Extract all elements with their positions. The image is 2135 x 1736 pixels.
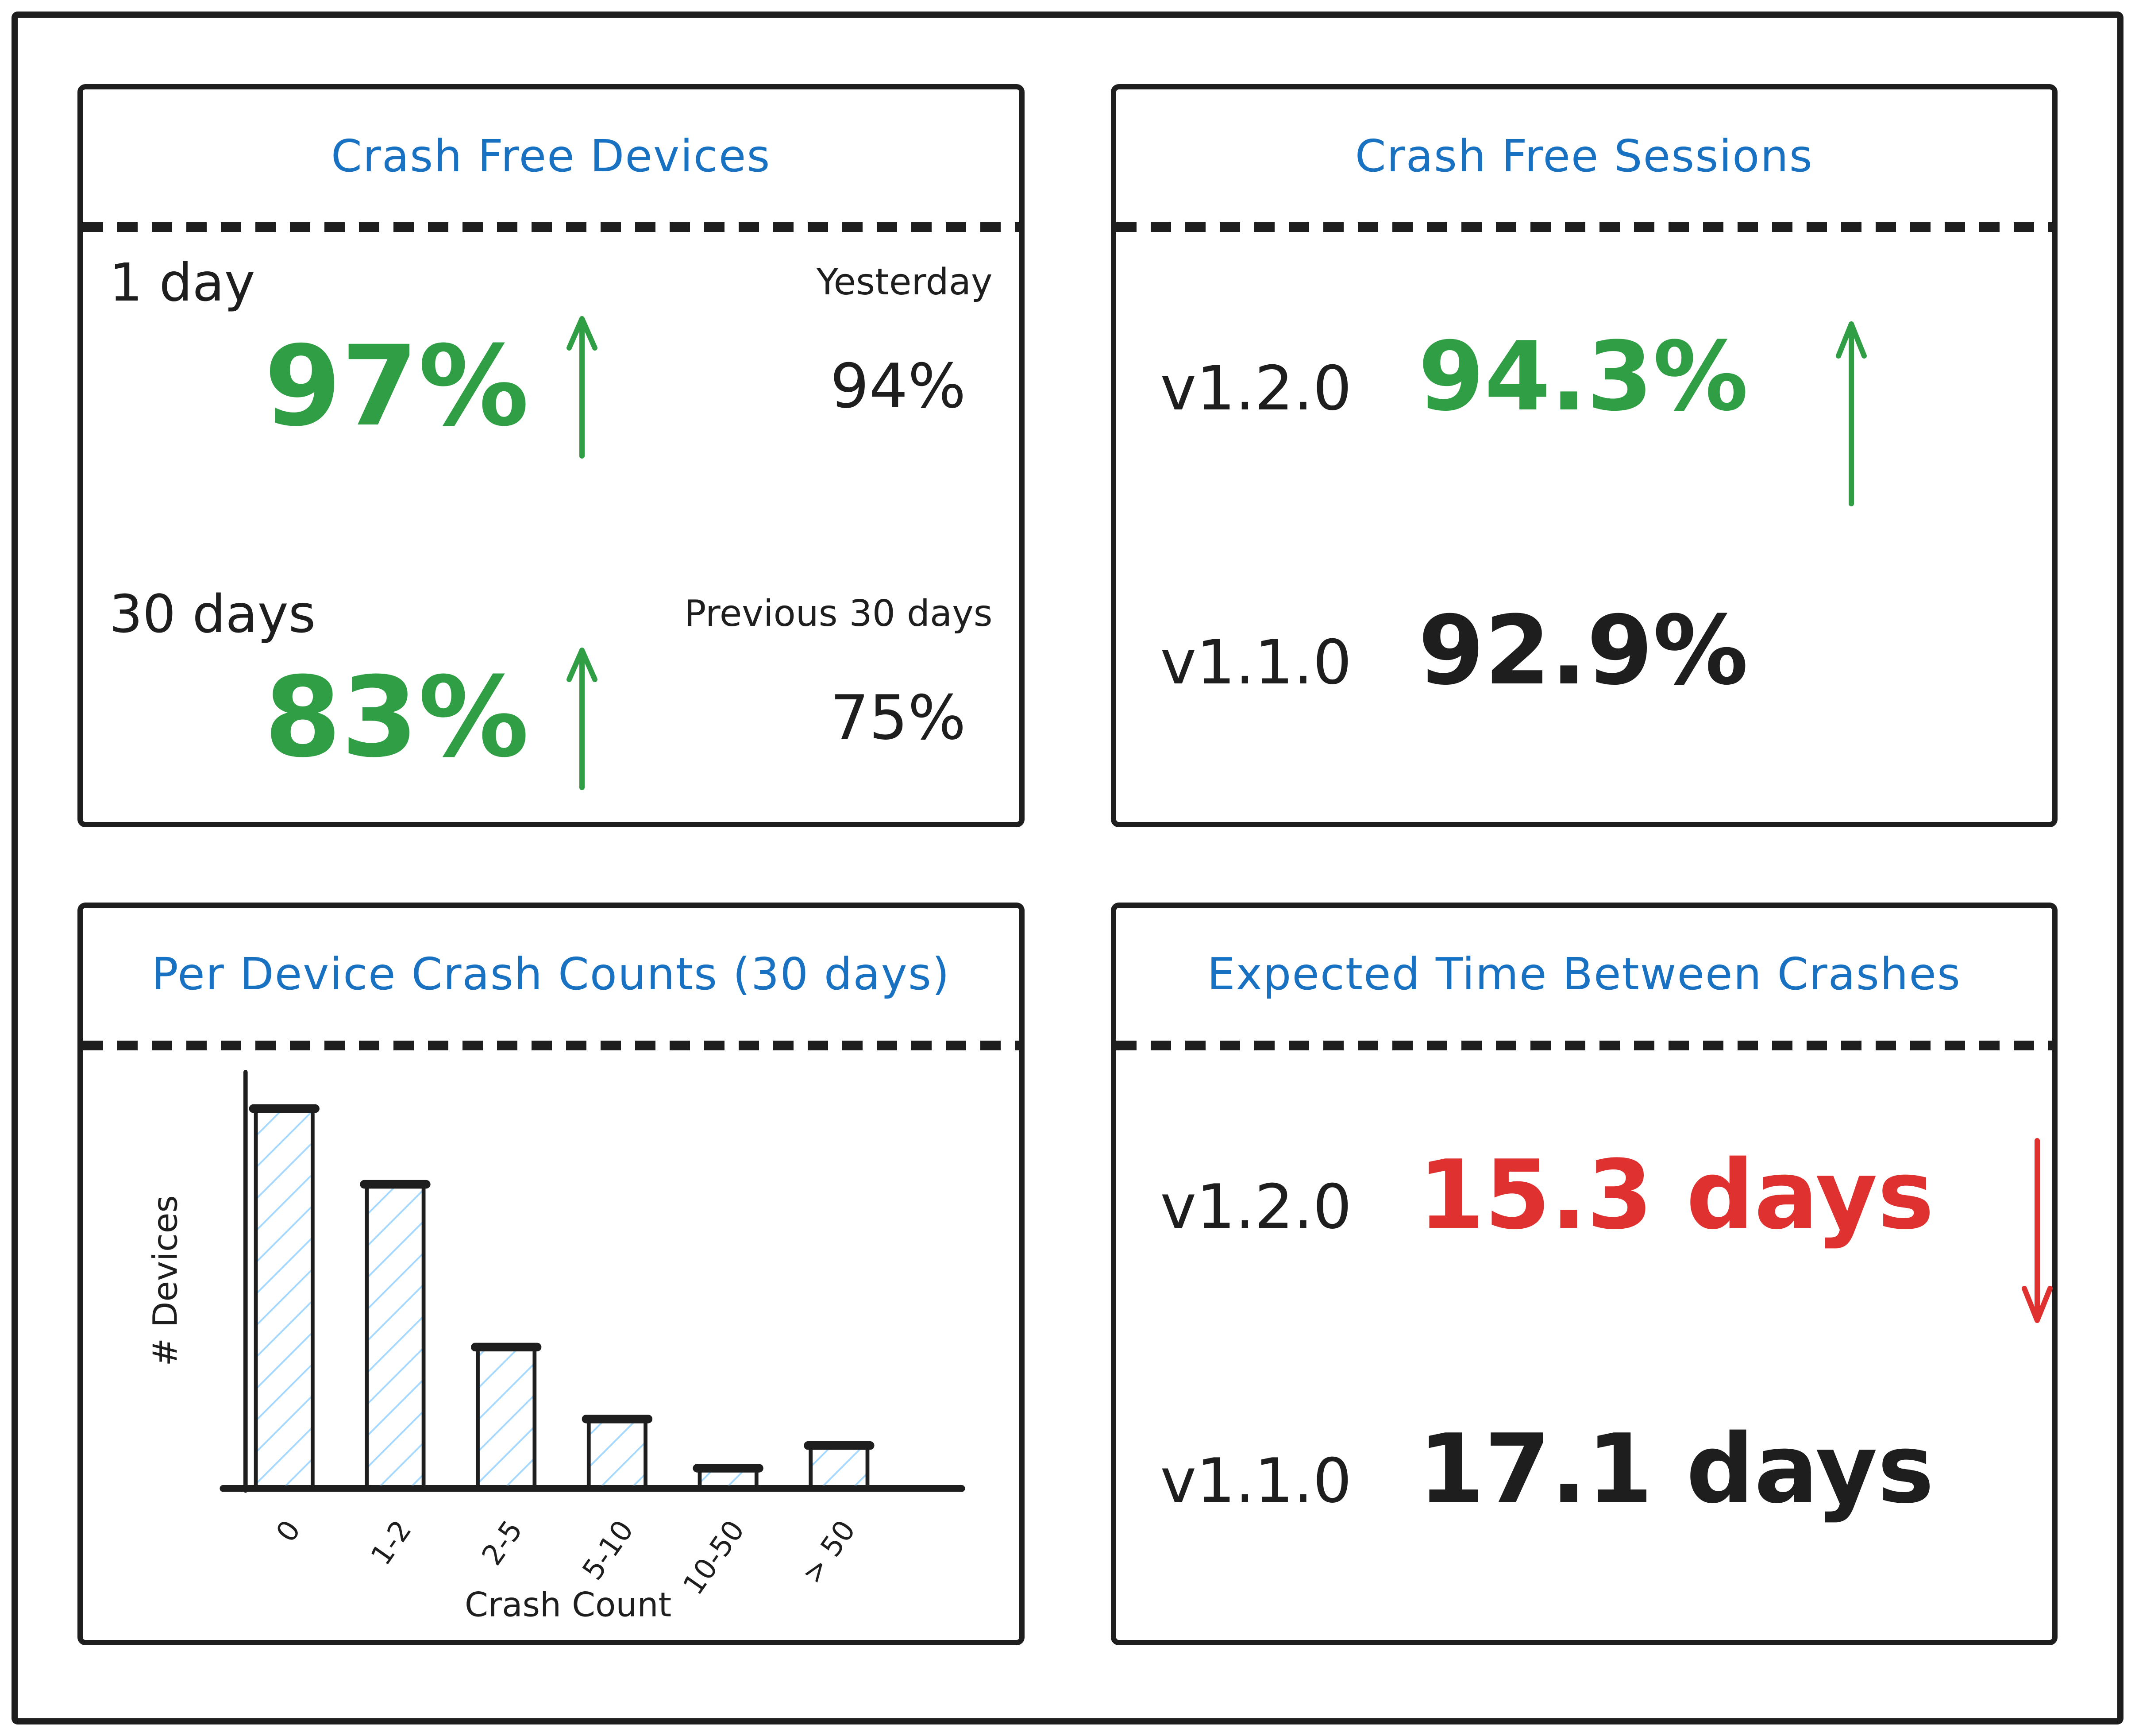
panel-title: Crash Free Sessions (1355, 130, 1813, 182)
y-axis-label: # Devices (146, 1195, 185, 1366)
expected-time-rows: v1.2.0 15.3 days v1.1.0 17.1 days (1116, 1050, 2100, 1640)
dashboard-grid: Crash Free Devices 1 day Yesterday 97% 9… (18, 18, 2117, 1718)
panel-crash-free-devices: Crash Free Devices 1 day Yesterday 97% 9… (77, 84, 1025, 827)
x-axis-label: Crash Count (465, 1585, 671, 1624)
panel-crash-free-sessions: Crash Free Sessions v1.2.0 94.3% v1.1.0 … (1110, 84, 2058, 827)
x-tick-label: > 50 (795, 1514, 862, 1590)
bar-1-2 (365, 1182, 426, 1489)
session-value: 94.3% (1418, 321, 1749, 432)
metric-header: 1 day Yesterday (109, 254, 993, 312)
bars-group (249, 1104, 875, 1489)
panel-body: v1.2.0 94.3% v1.1.0 92.9% (1116, 232, 2053, 822)
compare-period-label: Previous 30 days (684, 592, 993, 635)
x-tick-label: 1-2 (364, 1514, 418, 1571)
crash-count-bar-chart: 0 1-2 2-5 5-10 10-50 > 50 # Devices Crash Cou… (146, 1069, 965, 1624)
session-value: 92.9% (1418, 595, 1749, 706)
bar-2-5 (476, 1345, 537, 1489)
metric-values: 97% 94% (109, 313, 993, 459)
version-row-v1-1-0: v1.1.0 17.1 days (1160, 1421, 2061, 1516)
version-row-v1-2-0: v1.2.0 94.3% (1160, 321, 2013, 519)
chart-area: 0 1-2 2-5 5-10 10-50 > 50 # Devices Crash Cou… (83, 1050, 1019, 1640)
version-label: v1.1.0 (1160, 627, 1352, 698)
version-label: v1.1.0 (1160, 1445, 1352, 1516)
version-label: v1.2.0 (1160, 353, 1352, 424)
panel-body: 0 1-2 2-5 5-10 10-50 > 50 # Devices Crash Cou… (83, 1050, 1019, 1640)
version-row-v1-2-0: v1.2.0 15.3 days (1160, 1138, 2061, 1338)
period-label: 30 days (109, 583, 316, 644)
metric-header: 30 days Previous 30 days (109, 583, 993, 644)
panel-title: Expected Time Between Crashes (1207, 948, 1961, 1000)
dashed-divider (1116, 1040, 2052, 1050)
metric-1-day: 1 day Yesterday 97% 94% (109, 254, 993, 459)
trend-down-icon (2022, 1138, 2053, 1323)
compare-value: 75% (830, 682, 966, 753)
x-tick-label: 10-50 (677, 1514, 751, 1601)
trend-up-icon (1836, 321, 1867, 507)
x-tick-label: 5-10 (576, 1514, 640, 1586)
panel-header: Per Device Crash Counts (30 days) (83, 908, 1019, 1041)
panel-title: Per Device Crash Counts (30 days) (151, 948, 950, 1000)
crash-free-value: 83% (264, 653, 529, 782)
dashed-divider (83, 222, 1019, 232)
metric-values: 83% 75% (109, 645, 993, 791)
x-tick-label: 2-5 (475, 1514, 529, 1571)
panel-per-device-crash-counts: Per Device Crash Counts (30 days) 0 1-2 2-… (77, 902, 1025, 1645)
bar-5-10 (586, 1416, 647, 1489)
expected-time-value: 17.1 days (1418, 1413, 1935, 1524)
panel-header: Crash Free Devices (83, 89, 1019, 222)
expected-time-value: 15.3 days (1418, 1139, 1935, 1250)
compare-period-label: Yesterday (816, 261, 993, 303)
panel-header: Crash Free Sessions (1116, 89, 2053, 222)
metric-30-days: 30 days Previous 30 days 83% 75% (109, 583, 993, 791)
device-metrics: 1 day Yesterday 97% 94% 30 days Prev (83, 232, 1019, 822)
panel-body: v1.2.0 15.3 days v1.1.0 17.1 days (1116, 1050, 2053, 1640)
version-label: v1.2.0 (1160, 1171, 1352, 1242)
trend-up-icon (567, 316, 598, 459)
compare-value: 94% (830, 351, 966, 422)
panel-title: Crash Free Devices (331, 130, 771, 182)
dashed-divider (83, 1040, 1019, 1050)
period-label: 1 day (109, 252, 255, 313)
panel-body: 1 day Yesterday 97% 94% 30 days Prev (83, 232, 1019, 822)
panel-expected-time-between-crashes: Expected Time Between Crashes v1.2.0 15.… (1110, 902, 2058, 1645)
x-tick-label: 0 (270, 1514, 307, 1548)
session-rows: v1.2.0 94.3% v1.1.0 92.9% (1116, 232, 2053, 822)
panel-header: Expected Time Between Crashes (1116, 908, 2053, 1041)
dashed-divider (1116, 222, 2052, 232)
outer-frame (12, 12, 2123, 1724)
bar-0 (254, 1106, 315, 1489)
bar-> 50 (809, 1443, 870, 1489)
trend-up-icon (567, 647, 598, 790)
crash-free-value: 97% (264, 321, 529, 451)
version-row-v1-1-0: v1.1.0 92.9% (1160, 603, 2013, 698)
